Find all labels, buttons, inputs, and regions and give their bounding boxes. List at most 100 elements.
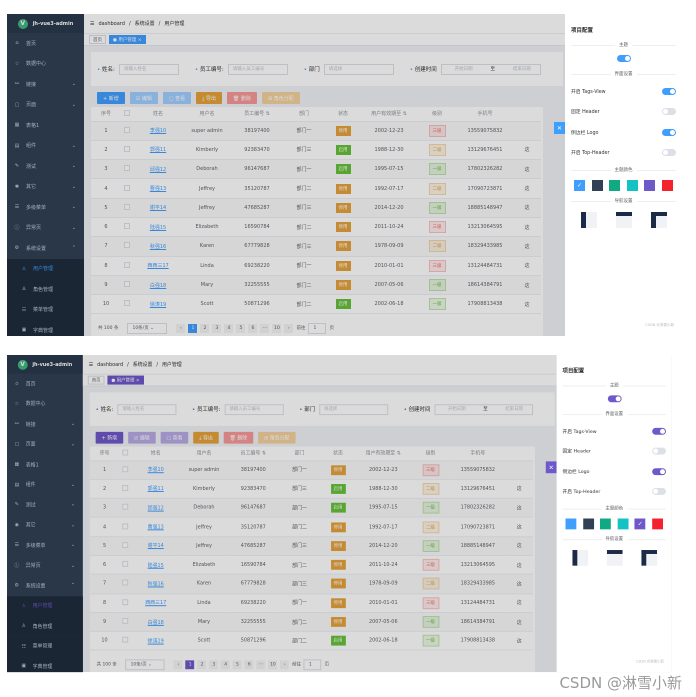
dark-mode-switch[interactable] xyxy=(571,52,676,67)
color-swatch[interactable]: ✓ xyxy=(574,180,585,191)
sidebar-item[interactable]: ⓘ 异常页 ⌄ xyxy=(7,555,83,575)
sidebar-item[interactable]: ⚯ 链接 ⌄ xyxy=(7,74,84,95)
breadcrumb-item[interactable]: 系统设置 xyxy=(132,361,153,368)
page-button[interactable]: ··· xyxy=(256,659,266,669)
page-button[interactable]: 2 xyxy=(197,659,207,669)
toolbar-button[interactable]: 🗑 删除 xyxy=(227,92,257,104)
name-link[interactable]: 秋强16 xyxy=(147,581,164,588)
dept-select[interactable]: 请选择 xyxy=(323,63,394,75)
sidebar-item[interactable]: ▢ 页面 ⌄ xyxy=(7,434,83,454)
sidebar-item[interactable]: ☰ 多级菜单 ⌄ xyxy=(7,535,83,555)
row-checkbox[interactable] xyxy=(121,198,133,218)
employee-id-input[interactable]: 请输入员工编号 xyxy=(224,403,284,415)
setting-switch[interactable] xyxy=(652,427,666,435)
color-swatch[interactable] xyxy=(582,518,594,530)
row-checkbox[interactable] xyxy=(121,178,133,199)
sidebar-item[interactable]: ▦ 表格1 xyxy=(7,115,84,136)
setting-switch[interactable] xyxy=(652,488,666,496)
hamburger-icon[interactable]: ☰ xyxy=(88,361,94,368)
color-swatch[interactable]: ✓ xyxy=(634,518,646,530)
sidebar-item[interactable]: ⌂ 首页 xyxy=(7,33,84,54)
page-button[interactable]: 4 xyxy=(221,659,231,669)
page-size-select[interactable]: 10条/页 ⌄ xyxy=(127,322,168,334)
sidebar-item[interactable]: ♙ 角色管理 xyxy=(7,616,83,637)
layout-side-icon[interactable] xyxy=(580,212,597,228)
layout-mix-icon[interactable] xyxy=(650,212,667,228)
color-swatch[interactable] xyxy=(617,518,629,530)
sidebar-item[interactable]: ▢ 页面 ⌄ xyxy=(7,95,84,116)
color-swatch[interactable] xyxy=(644,180,656,191)
tag[interactable]: 首页 xyxy=(87,375,105,385)
hamburger-icon[interactable]: ☰ xyxy=(90,20,95,27)
color-swatch[interactable] xyxy=(626,180,638,191)
layout-top-icon[interactable] xyxy=(615,212,632,228)
sidebar-item[interactable]: ♙ 用户管理 xyxy=(7,258,84,279)
column-header[interactable]: 用户有效期至 ⇅ xyxy=(361,107,417,122)
row-checkbox[interactable] xyxy=(119,593,132,613)
setting-switch[interactable] xyxy=(662,149,676,157)
sidebar-item[interactable]: ⌂ 首页 xyxy=(7,374,83,394)
color-swatch[interactable] xyxy=(600,518,611,530)
tag[interactable]: ● 用户管理 × xyxy=(107,375,144,385)
row-checkbox[interactable] xyxy=(121,294,133,315)
name-link[interactable]: 白强18 xyxy=(147,619,164,626)
toolbar-button[interactable]: ▢ 查看 xyxy=(160,431,189,444)
breadcrumb-item[interactable]: 系统设置 xyxy=(134,21,155,27)
row-checkbox[interactable] xyxy=(119,612,132,632)
sidebar-item[interactable]: ▤ 组件 ⌄ xyxy=(7,136,84,157)
name-link[interactable]: 郭强11 xyxy=(149,147,167,154)
row-checkbox[interactable] xyxy=(119,536,132,556)
page-button[interactable]: 3 xyxy=(212,323,222,333)
page-button[interactable]: 3 xyxy=(209,659,219,669)
sidebar-item[interactable]: ♙ 角色管理 xyxy=(7,279,84,300)
row-checkbox[interactable] xyxy=(119,631,132,651)
sidebar-item[interactable]: ⚙ 系统设置 ⌃ xyxy=(7,238,84,259)
name-link[interactable]: 白强18 xyxy=(149,282,167,289)
name-link[interactable]: 陆强15 xyxy=(147,562,164,569)
toolbar-button[interactable]: ▢ 查看 xyxy=(162,92,192,104)
toolbar-button[interactable]: + 新增 xyxy=(97,92,125,104)
sidebar-item[interactable]: ☷ 菜单管理 xyxy=(7,636,83,657)
setting-switch[interactable] xyxy=(662,87,676,95)
setting-switch[interactable] xyxy=(652,447,666,455)
breadcrumb-item[interactable]: dashboard xyxy=(98,20,125,27)
layout-mix-icon[interactable] xyxy=(640,550,657,566)
toolbar-button[interactable]: + 新增 xyxy=(95,431,124,444)
column-header[interactable]: 用户有效期至 ⇅ xyxy=(355,446,411,461)
row-checkbox[interactable] xyxy=(121,256,133,276)
row-checkbox[interactable] xyxy=(121,121,133,141)
sidebar-item[interactable]: ▣ 字典管理 xyxy=(7,656,83,673)
name-link[interactable]: 谢平14 xyxy=(147,543,164,550)
page-button[interactable]: 10 xyxy=(272,323,282,333)
row-checkbox[interactable] xyxy=(119,555,132,575)
date-range-input[interactable]: 开始日期 至 结束日期 xyxy=(434,403,533,415)
toolbar-button[interactable]: ⊞ 角色分配 xyxy=(258,431,296,444)
dark-mode-switch[interactable] xyxy=(563,392,666,407)
name-link[interactable]: 郭强11 xyxy=(147,486,164,493)
toolbar-button[interactable]: 🗑 删除 xyxy=(223,431,254,444)
name-input[interactable]: 请输入姓名 xyxy=(117,403,177,415)
page-jump-input[interactable]: 1 xyxy=(308,322,327,334)
tag[interactable]: ● 用户管理 × xyxy=(109,35,146,44)
page-button[interactable]: 10 xyxy=(268,659,278,669)
page-button[interactable]: 2 xyxy=(200,323,210,333)
sidebar-item[interactable]: ▦ 表格1 xyxy=(7,454,83,474)
page-button[interactable]: 6 xyxy=(244,659,254,669)
name-link[interactable]: 秋强16 xyxy=(149,243,167,250)
sidebar-item[interactable]: ✎ 测试 ⌄ xyxy=(7,495,83,515)
close-drawer-button[interactable]: ✕ xyxy=(545,461,557,474)
toolbar-button[interactable]: ⤓ 导出 xyxy=(193,431,219,444)
name-link[interactable]: 西西三17 xyxy=(147,263,169,270)
page-button[interactable]: 5 xyxy=(233,659,242,669)
page-button[interactable]: ··· xyxy=(260,323,270,333)
employee-id-input[interactable]: 请输入员工编号 xyxy=(227,63,288,75)
name-input[interactable]: 请输入姓名 xyxy=(118,63,179,75)
color-swatch[interactable] xyxy=(609,180,621,191)
sidebar-item[interactable]: ⚯ 链接 ⌄ xyxy=(7,414,83,434)
toolbar-button[interactable]: ⊞ 角色分配 xyxy=(261,92,300,104)
layout-side-icon[interactable] xyxy=(571,550,588,566)
toolbar-button[interactable]: ☑ 编辑 xyxy=(127,431,156,444)
page-button[interactable]: 1 xyxy=(188,323,198,333)
select-all-checkbox[interactable] xyxy=(119,446,132,461)
sidebar-item[interactable]: ☆ 数据中心 xyxy=(7,54,84,75)
